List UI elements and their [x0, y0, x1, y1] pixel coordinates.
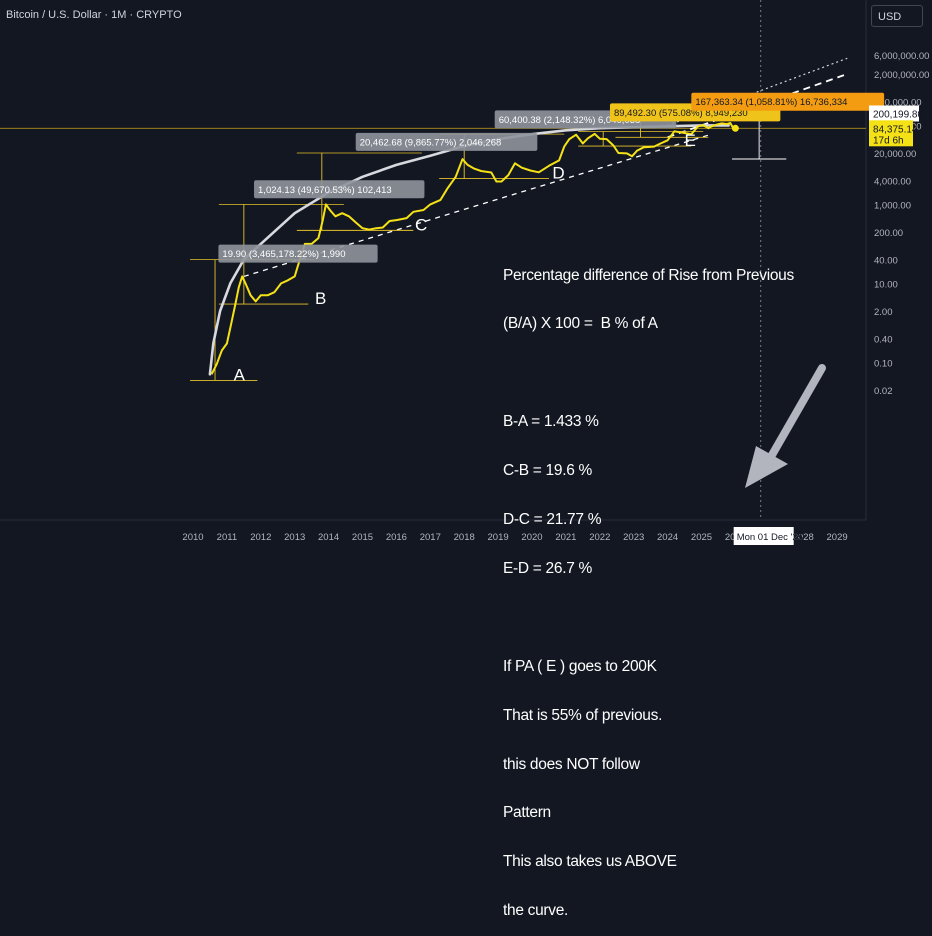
note-line: (B/A) X 100 = B % of A [503, 315, 658, 333]
x-tick-label: 2014 [318, 532, 339, 543]
current-price-dot [731, 124, 739, 132]
y-tick-label: 400,000.00 [874, 98, 922, 109]
note-line: Pattern [503, 804, 551, 822]
pattern-marker: B [315, 289, 326, 308]
x-tick-label: 2015 [352, 532, 373, 543]
x-tick-label: 2013 [284, 532, 305, 543]
measure-label: 1,024.13 (49,670.53%) 102,413 [254, 180, 425, 199]
x-tick-label: 2016 [386, 532, 407, 543]
pattern-marker: D [552, 164, 564, 183]
x-tick-label: 2018 [454, 532, 475, 543]
measure-label-box [254, 180, 425, 199]
y-tick-label: 2.00 [874, 307, 893, 318]
x-tick-label: 2024 [657, 532, 678, 543]
y-tick-label: 0.02 [874, 386, 893, 397]
measure-label-text: 19.90 (3,465,178.22%) 1,990 [222, 249, 345, 260]
note-line: E-D = 26.7 % [503, 559, 593, 577]
x-tick-label: 2022 [589, 532, 610, 543]
x-tick-label: 2017 [420, 532, 441, 543]
y-tick-label: 4,000.00 [874, 177, 911, 188]
y-tick-label: 200.00 [874, 228, 903, 239]
measure-label: 19.90 (3,465,178.22%) 1,990 [218, 244, 378, 263]
note-line: this does NOT follow [503, 755, 640, 773]
measure-label-text: 60,400.38 (2,148.32%) 6,040,038 [499, 115, 641, 126]
measure-label-text: 89,492.30 (575.08%) 8,949,230 [614, 108, 748, 119]
note-line [503, 365, 794, 381]
y-tick-label: 0.10 [874, 358, 893, 369]
crosshair-date-text: Mon 01 Dec '25 [737, 532, 803, 543]
countdown-text: 17d 6h [873, 135, 904, 146]
measure-label-text: 167,363.34 (1,058.81%) 16,736,334 [695, 97, 847, 108]
y-tick-label: 1,000.00 [874, 200, 911, 211]
arrow-head [745, 446, 788, 488]
price-series-line [210, 122, 736, 375]
current-price-text: 84,375.14 [873, 124, 918, 135]
measure-label-box [355, 132, 538, 151]
x-tick-label: 2023 [623, 532, 644, 543]
arrow-shaft [764, 364, 826, 466]
measure-label: 167,363.34 (1,058.81%) 16,736,334 [691, 92, 885, 111]
note-line: the curve. [503, 902, 569, 920]
note-line: That is 55% of previous. [503, 706, 663, 724]
note-line: D-C = 21.77 % [503, 511, 602, 529]
y-tick-label: 40.00 [874, 256, 898, 267]
y-tick-label: 10.00 [874, 279, 898, 290]
currency-selector[interactable]: USD [871, 5, 923, 27]
measure-label-text: 1,024.13 (49,670.53%) 102,413 [258, 185, 392, 196]
target-price-text: 200,199.80 [873, 109, 923, 120]
projection-trend-line [667, 73, 848, 139]
note-line: This also takes us ABOVE [503, 853, 677, 871]
x-tick-label: 2010 [182, 532, 203, 543]
note-line [503, 610, 794, 626]
x-tick-label: 2019 [488, 532, 509, 543]
y-tick-label: 0.40 [874, 335, 893, 346]
measure-label-text: 20,462.68 (9,865.77%) 2,046,268 [360, 137, 502, 148]
note-line: Percentage difference of Rise from Previ… [503, 266, 794, 284]
x-tick-label: 2011 [217, 532, 237, 543]
pattern-marker: E [685, 131, 696, 150]
x-tick-label: 2025 [691, 532, 712, 543]
y-tick-label: 20,000.00 [874, 149, 916, 160]
note-line: B-A = 1.433 % [503, 413, 599, 431]
crosshair-date-tag [733, 527, 794, 545]
analysis-note: Percentage difference of Rise from Previ… [503, 235, 794, 936]
price-chart: 6,000,000.002,000,000.00400,000.00100,00… [0, 0, 929, 545]
note-line: If PA ( E ) goes to 200K [503, 657, 657, 675]
x-tick-label: 2028 [793, 532, 814, 543]
pattern-marker: A [234, 365, 246, 384]
current-price-tag [869, 120, 913, 147]
chart-title: Bitcoin / U.S. Dollar · 1M · CRYPTO [6, 9, 182, 21]
x-tick-label: 2029 [827, 532, 848, 543]
measure-label: 20,462.68 (9,865.77%) 2,046,268 [355, 132, 538, 151]
y-tick-label: 6,000,000.00 [874, 51, 929, 62]
x-tick-label: 2020 [521, 532, 542, 543]
measure-label-box [691, 92, 885, 111]
x-tick-label: 2012 [250, 532, 271, 543]
x-tick-label: 2021 [555, 532, 576, 543]
pattern-marker: C [415, 215, 427, 234]
y-tick-label: 2,000,000.00 [874, 70, 929, 81]
note-line: C-B = 19.6 % [503, 462, 593, 480]
target-price-tag [869, 105, 919, 122]
measure-label-box [218, 244, 378, 263]
